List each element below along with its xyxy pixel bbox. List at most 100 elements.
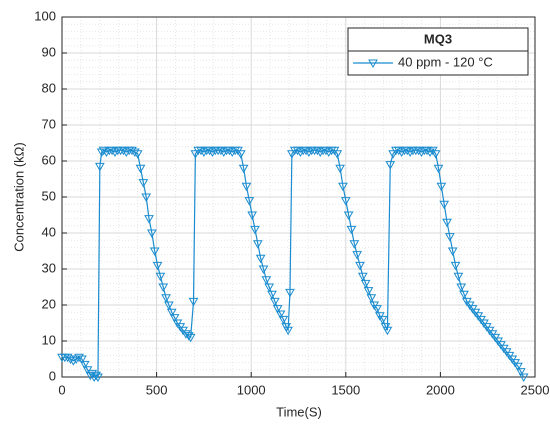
marker <box>258 265 269 275</box>
marker <box>255 254 266 264</box>
x-tick-label: 1500 <box>331 382 360 397</box>
marker <box>372 305 382 314</box>
marker <box>360 279 371 289</box>
marker <box>94 162 105 172</box>
marker <box>169 314 180 323</box>
marker <box>518 373 529 383</box>
marker <box>155 272 166 282</box>
marker <box>250 225 260 235</box>
marker <box>107 146 117 156</box>
marker <box>77 355 87 365</box>
marker <box>93 373 103 383</box>
y-tick-label: 80 <box>42 80 56 95</box>
marker <box>196 146 206 156</box>
marker <box>74 353 84 363</box>
marker <box>382 326 393 336</box>
marker <box>241 182 252 192</box>
marker <box>149 247 160 257</box>
marker <box>161 294 171 303</box>
marker <box>338 182 348 192</box>
marker <box>252 240 263 249</box>
marker <box>402 146 413 156</box>
marker <box>129 148 140 158</box>
marker <box>413 146 424 156</box>
x-tick-label: 0 <box>58 382 65 397</box>
y-tick-label: 20 <box>42 296 56 311</box>
marker <box>164 301 174 311</box>
marker <box>340 197 351 206</box>
marker <box>216 146 226 156</box>
marker <box>166 308 177 318</box>
marker <box>283 326 293 336</box>
marker <box>442 218 452 228</box>
marker <box>285 288 295 298</box>
marker <box>366 294 377 303</box>
marker <box>355 261 365 271</box>
marker <box>85 371 96 381</box>
marker <box>261 276 272 285</box>
marker <box>301 146 311 156</box>
marker <box>65 355 76 365</box>
marker <box>459 290 469 300</box>
marker <box>224 146 235 156</box>
marker <box>264 283 275 293</box>
legend-label: 40 ppm - 120 °C <box>398 54 493 69</box>
marker <box>447 247 458 257</box>
marker <box>515 368 526 377</box>
marker <box>144 215 154 224</box>
marker <box>292 146 303 156</box>
marker <box>453 272 464 282</box>
marker <box>346 225 357 235</box>
marker <box>235 150 246 159</box>
marker <box>244 197 255 206</box>
marker <box>335 164 345 174</box>
marker <box>152 261 163 271</box>
marker <box>422 146 433 156</box>
marker <box>332 150 343 159</box>
marker <box>91 371 101 381</box>
marker <box>183 332 194 341</box>
marker <box>433 164 444 174</box>
marker <box>513 362 523 372</box>
y-tick-label: 70 <box>42 116 56 131</box>
marker <box>321 146 331 156</box>
marker <box>275 310 286 320</box>
x-tick-label: 1000 <box>237 382 266 397</box>
marker <box>272 305 283 314</box>
x-tick-label: 2000 <box>426 382 455 397</box>
marker <box>79 360 90 370</box>
marker <box>363 287 374 296</box>
marker <box>135 164 146 174</box>
x-axis-label: Time(S) <box>276 404 322 419</box>
marker <box>393 146 404 156</box>
marker <box>185 333 196 343</box>
marker <box>141 193 152 203</box>
marker <box>238 164 249 174</box>
marker <box>349 240 360 249</box>
marker <box>450 261 461 271</box>
marker <box>388 150 398 159</box>
y-axis-label: Concentration (kΩ) <box>11 142 26 251</box>
marker <box>138 179 149 188</box>
y-tick-label: 30 <box>42 260 56 275</box>
marker <box>98 146 109 156</box>
marker <box>247 211 258 221</box>
marker <box>132 150 143 159</box>
y-tick-label: 100 <box>34 8 56 23</box>
marker <box>439 200 450 210</box>
marker <box>444 233 455 242</box>
marker <box>278 315 289 325</box>
y-tick-label: 0 <box>49 368 56 383</box>
marker <box>269 297 280 307</box>
marker <box>377 315 388 325</box>
marker <box>352 251 363 260</box>
marker <box>343 211 354 221</box>
marker <box>96 148 107 158</box>
legend-marker <box>368 59 378 69</box>
y-tick-label: 50 <box>42 188 56 203</box>
marker <box>188 297 199 307</box>
marker <box>147 229 157 239</box>
marker <box>267 290 277 300</box>
marker <box>118 146 129 156</box>
